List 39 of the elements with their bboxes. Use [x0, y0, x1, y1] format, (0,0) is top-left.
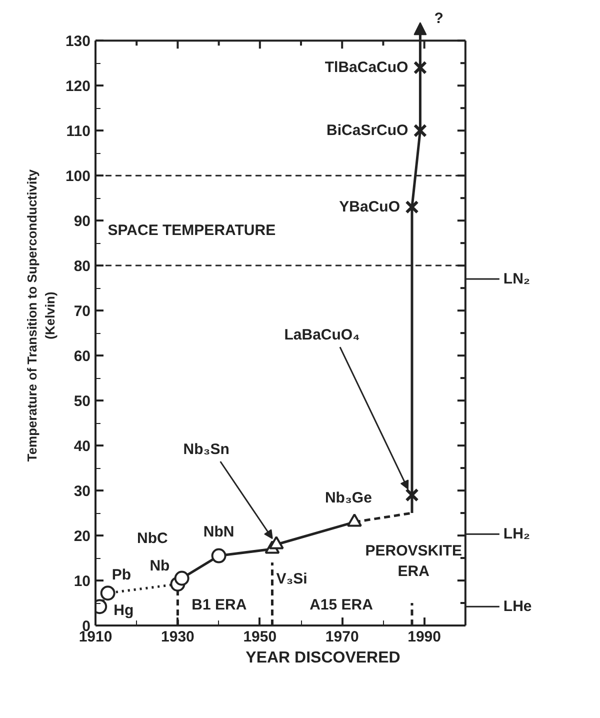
y-tick-label: 40 [74, 438, 91, 456]
annotation: YBaCuO [339, 198, 400, 216]
y-tick-label: 20 [74, 528, 91, 546]
annotation: PEROVSKITE ERA [365, 542, 462, 580]
ref-line-label: LHe [503, 598, 532, 616]
annotation: NbN [203, 523, 234, 540]
annotation: ? [434, 10, 444, 28]
annotation: Nb [150, 558, 170, 575]
y-tick-label: 70 [74, 303, 91, 320]
x-tick-label: 1930 [161, 628, 194, 646]
annotation: V₃Si [276, 570, 308, 588]
annotation: BiCaSrCuO [326, 122, 409, 140]
annotation: Nb₃Sn [183, 441, 230, 458]
annotation: A15 ERA [310, 596, 374, 614]
annotation: TlBaCaCuO [324, 59, 409, 76]
y-tick-label: 110 [66, 123, 91, 140]
annotation: Nb₃Ge [324, 490, 372, 507]
x-tick-label: 1950 [243, 628, 277, 646]
y-tick-label: 50 [74, 393, 91, 410]
y-tick-label: 90 [74, 213, 91, 230]
annotation: NbC [136, 530, 168, 547]
x-tick-label: 1970 [325, 628, 359, 646]
y-tick-label: 120 [65, 78, 91, 96]
x-tick-label: 1990 [408, 628, 442, 646]
ref-line-label: LH₂ [503, 526, 530, 543]
annotation: SPACE TEMPERATURE [108, 222, 276, 240]
y-tick-label: 100 [65, 168, 91, 186]
y-tick-label: 80 [74, 258, 91, 276]
annotation: LaBaCuO₄ [284, 326, 360, 344]
y-tick-label: 30 [74, 483, 91, 500]
y-tick-label: 130 [65, 33, 91, 50]
y-tick-label: 60 [74, 348, 91, 366]
x-axis-title: YEAR DISCOVERED [246, 650, 400, 666]
annotation: B1 ERA [192, 596, 247, 614]
annotation: Pb [112, 566, 132, 584]
annotation: Hg [114, 602, 134, 620]
y-axis-title: Temperature of Transition to Superconductivity (Kelvin) [24, 168, 58, 462]
ref-line-label: LN₂ [503, 270, 530, 288]
y-tick-label: 10 [74, 573, 91, 590]
